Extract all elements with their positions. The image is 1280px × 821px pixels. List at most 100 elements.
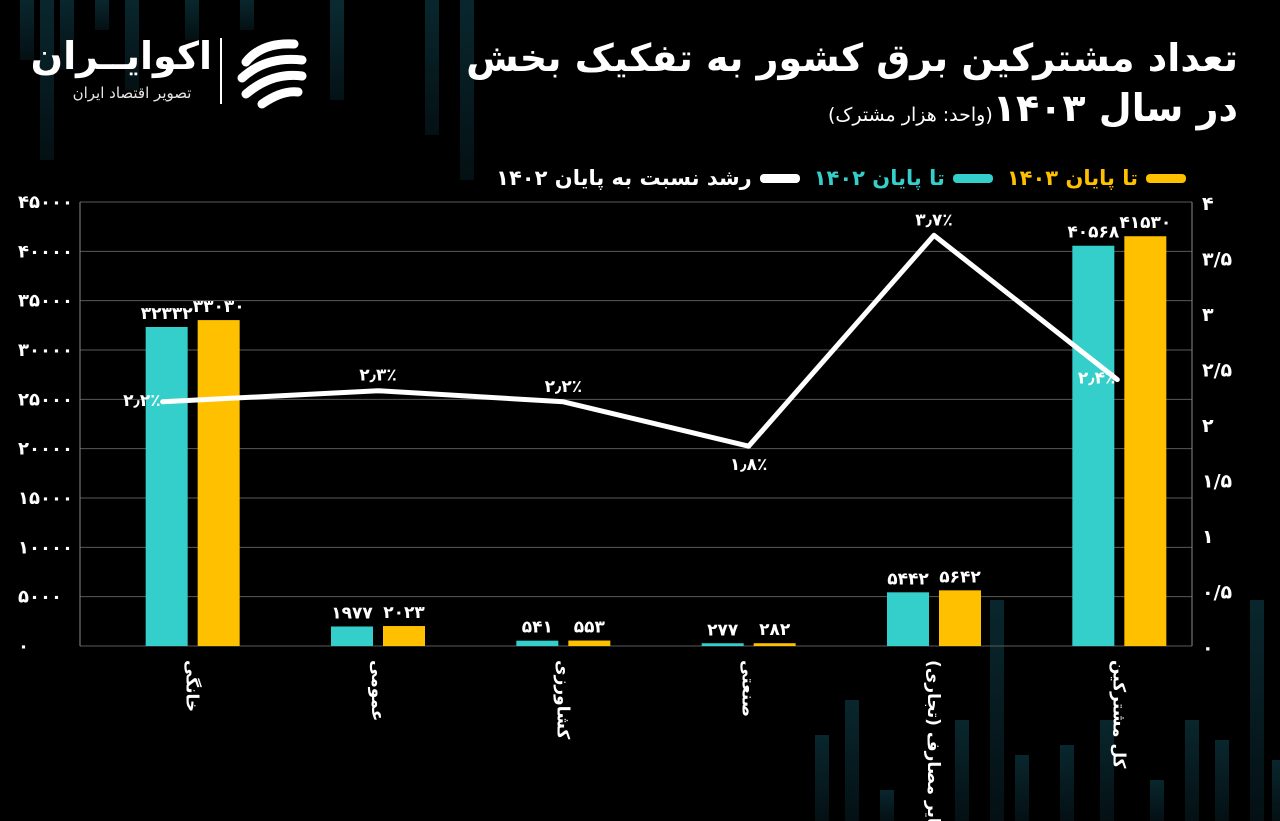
legend-swatch-growth [759,173,800,183]
logo-divider [220,38,222,104]
chart-title: تعداد مشترکین برق کشور به تفکیک بخش [466,36,1238,80]
y-right-tick-label: ۲/۵ [1202,360,1233,382]
category-labels: خانگی عمومی کشاورزی صنعتی سایر مصارف (تجاری)… [182,660,1129,821]
decor-bar [1100,720,1114,821]
decor-bar [330,0,344,100]
chart-subtitle: در سال ۱۴۰۳(واحد: هزار مشترک) [828,86,1238,130]
bar-value-label-1403: ۵۵۳ [574,618,606,638]
bar-value-label-1403: ۴۱۵۳۰ [1119,213,1171,233]
bar-1402 [145,326,188,646]
bar-1402 [516,640,559,646]
y-left-tick-label: ۴۰۰۰۰ [18,241,73,262]
y-left-tick-label: ۰ [18,636,29,657]
y-left-tick-label: ۵۰۰۰ [18,587,62,608]
bar-1402 [1072,245,1115,646]
bar-value-label-1403: ۲۸۲ [759,620,791,640]
title-year: در سال ۱۴۰۳ [992,86,1238,130]
y-left-tick-label: ۱۵۰۰۰ [18,488,73,509]
bar-series [145,236,1167,646]
decor-bar [1185,720,1199,821]
y-right-tick-label: ۰ [1202,637,1214,659]
y-left-tick-label: ۲۵۰۰۰ [18,389,73,410]
decor-bar [1272,760,1280,821]
decor-bar [990,600,1004,821]
y-left-tick-label: ۴۵۰۰۰ [18,192,73,213]
decor-bar [460,0,474,180]
y-right-tick-label: ۳/۵ [1202,249,1233,271]
bar-1402 [331,626,373,646]
bar-1402 [701,643,744,646]
y-left-tick-label: ۲۰۰۰۰ [18,439,73,460]
decor-bar [40,0,54,160]
decor-bar [125,0,139,90]
decor-bar [955,720,969,821]
brand-tagline: تصویر اقتصاد ایران [72,84,192,102]
y-right-tick-label: ۲ [1202,415,1214,437]
y-left-tick-label: ۳۰۰۰۰ [18,340,73,361]
growth-point-label: ۲٫۳٪ [359,366,397,386]
growth-point-label: ۲٫۲٪ [123,391,161,411]
y-left-tick-label: ۱۰۰۰۰ [18,537,73,558]
growth-point-label: ۱٫۸٪ [730,455,768,475]
legend-label-1402: تا پایان ۱۴۰۲ [813,166,945,190]
y-right-tick-label: ۳ [1202,304,1214,326]
y-right-tick-label: ۱ [1202,526,1214,548]
bar-1403 [753,643,796,646]
legend-swatch-1403 [1146,173,1186,183]
decor-bar [1215,740,1229,821]
growth-line-series: ۲٫۲٪ ۲٫۳٪ ۲٫۲٪ ۱٫۸٪ ۳٫۷٪ ۲٫۴٪ [123,210,1120,475]
bar-value-label-1403: ۲۰۲۳ [383,603,425,623]
decor-bar [880,790,894,821]
decor-bar [1060,745,1074,821]
legend-label-1403: تا پایان ۱۴۰۳ [1006,166,1138,190]
decor-bar [845,700,859,821]
decor-bar [240,0,254,30]
category-label: سایر مصارف (تجاری) [923,660,943,821]
chart-grid [80,201,1192,647]
bar-1403 [1124,236,1167,646]
decor-bar [60,0,74,70]
category-label: خانگی [182,660,203,712]
brand-logo: اکوایــران تصویر اقتصاد ایران [30,34,312,114]
decor-bar [1150,780,1164,821]
growth-point-label: ۲٫۲٪ [545,377,583,397]
brand-mark-icon [237,39,307,109]
bar-value-label-1402: ۲۷۷ [707,620,739,640]
growth-point-label: ۲٫۴٪ [1078,369,1116,389]
y-right-tick-label: ۴ [1202,193,1214,215]
bar-value-label-1402: ۵۴۱ [522,618,553,638]
category-label: کشاورزی [552,660,572,739]
decor-bar [1250,600,1264,821]
bar-value-label-1403: ۵۶۴۲ [939,567,981,587]
legend: تا پایان ۱۴۰۳ تا پایان ۱۴۰۲ رشد نسبت به … [490,166,1194,190]
legend-swatch-1402 [952,173,993,183]
bar-value-label-1402: ۳۲۳۳۲ [141,304,194,324]
bar-value-label-1403: ۳۳۰۳۰ [193,297,245,317]
brand-name: اکوایــران [30,34,212,78]
decor-bar [95,0,109,30]
decor-bar [815,735,829,821]
y-left-tick-label: ۳۵۰۰۰ [18,291,73,312]
bar-1403 [383,626,425,646]
decor-bar [185,0,199,40]
chart-axes: ۰ ۵۰۰۰ ۱۰۰۰۰ ۱۵۰۰۰ ۲۰۰۰۰ ۲۵۰۰۰ ۳۰۰۰۰ ۳۵۰۰۰ ۴۰۰۰۰… [18,192,1233,659]
legend-label-growth: رشد نسبت به پایان ۱۴۰۲ [496,166,752,190]
background-candlestick-decor [20,0,1280,821]
decor-bar [20,0,34,60]
growth-point-label: ۳٫۷٪ [915,210,953,230]
bar-1402 [887,592,929,646]
bar-value-label-1402: ۴۰۵۶۸ [1067,223,1120,243]
category-label: عمومی [367,660,387,721]
decor-bar [1015,755,1029,821]
y-right-tick-label: ۰/۵ [1202,582,1233,604]
bar-value-label-1402: ۱۹۷۷ [331,603,373,623]
category-label: کل مشترکین [1108,660,1128,769]
bar-value-labels: ۳۲۳۳۲ ۳۳۰۳۰ ۱۹۷۷ ۲۰۲۳ ۵۴۱ ۵۵۳ ۲۷۷ ۲۸۲ ۵۴۴۲ ۵۶۴۲ ۴۰… [141,213,1172,640]
bar-1403 [939,590,981,646]
bar-1403 [568,640,611,646]
category-label: صنعتی [738,660,758,717]
growth-line [160,232,1120,449]
decor-bar [425,0,439,135]
y-right-tick-label: ۱/۵ [1202,471,1233,493]
